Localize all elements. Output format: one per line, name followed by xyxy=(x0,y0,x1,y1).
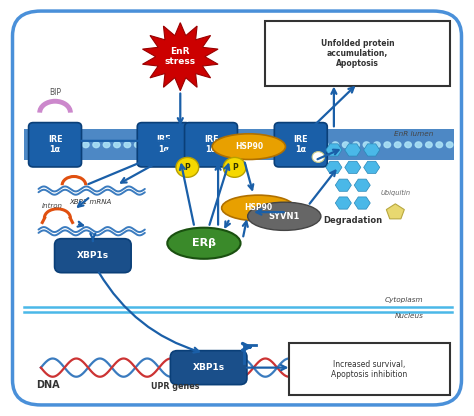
Text: EnR
stress: EnR stress xyxy=(165,47,196,67)
Circle shape xyxy=(384,142,391,148)
Circle shape xyxy=(165,142,172,148)
Circle shape xyxy=(312,151,324,162)
Polygon shape xyxy=(386,204,404,219)
Text: SYVN1: SYVN1 xyxy=(269,212,300,221)
Text: P: P xyxy=(232,163,237,172)
FancyBboxPatch shape xyxy=(137,123,190,167)
Circle shape xyxy=(62,142,68,148)
Polygon shape xyxy=(326,144,342,156)
Text: Ubiquitin: Ubiquitin xyxy=(380,190,410,196)
Text: DNA: DNA xyxy=(36,380,60,390)
FancyBboxPatch shape xyxy=(24,129,455,160)
Ellipse shape xyxy=(222,195,295,221)
Text: UPR genes: UPR genes xyxy=(151,382,200,391)
Polygon shape xyxy=(364,144,380,156)
Circle shape xyxy=(342,142,349,148)
Circle shape xyxy=(228,142,235,148)
FancyBboxPatch shape xyxy=(28,123,82,167)
Text: ERβ: ERβ xyxy=(192,238,216,248)
Polygon shape xyxy=(345,161,361,173)
Text: HSP90: HSP90 xyxy=(235,142,263,151)
Text: XBP1s mRNA: XBP1s mRNA xyxy=(68,239,113,245)
Circle shape xyxy=(249,142,255,148)
Circle shape xyxy=(41,142,47,148)
Text: Increased survival,
Apoptosis inhibition: Increased survival, Apoptosis inhibition xyxy=(331,360,408,379)
Text: EnR lumen: EnR lumen xyxy=(394,131,433,137)
FancyBboxPatch shape xyxy=(265,22,450,86)
Circle shape xyxy=(82,142,89,148)
Polygon shape xyxy=(326,161,342,173)
Circle shape xyxy=(207,142,214,148)
FancyBboxPatch shape xyxy=(170,351,247,385)
Text: Intron: Intron xyxy=(42,203,63,209)
Circle shape xyxy=(321,142,328,148)
Circle shape xyxy=(291,142,297,148)
Circle shape xyxy=(72,142,79,148)
Circle shape xyxy=(238,142,245,148)
Text: HSP90: HSP90 xyxy=(244,203,273,213)
Circle shape xyxy=(30,142,37,148)
Text: BIP: BIP xyxy=(49,88,61,97)
Circle shape xyxy=(301,142,308,148)
Ellipse shape xyxy=(247,202,321,230)
Circle shape xyxy=(436,142,443,148)
Text: XBP1 mRNA: XBP1 mRNA xyxy=(69,199,111,205)
Circle shape xyxy=(51,142,58,148)
Circle shape xyxy=(103,142,110,148)
Circle shape xyxy=(124,142,131,148)
Circle shape xyxy=(135,142,141,148)
Ellipse shape xyxy=(167,228,240,259)
Circle shape xyxy=(176,142,182,148)
Text: Cytoplasm: Cytoplasm xyxy=(385,297,424,303)
FancyBboxPatch shape xyxy=(289,343,450,394)
Polygon shape xyxy=(335,197,351,209)
Text: IRE
1α: IRE 1α xyxy=(293,136,308,154)
Circle shape xyxy=(223,157,246,177)
Polygon shape xyxy=(354,179,370,191)
Circle shape xyxy=(270,142,276,148)
Text: Nucleus: Nucleus xyxy=(395,313,424,319)
Polygon shape xyxy=(335,179,351,191)
Circle shape xyxy=(374,142,380,148)
FancyBboxPatch shape xyxy=(274,123,327,167)
Text: Unfolded protein
accumulation,
Apoptosis: Unfolded protein accumulation, Apoptosis xyxy=(321,39,394,69)
Circle shape xyxy=(176,157,199,177)
Text: XBP1s: XBP1s xyxy=(192,363,225,372)
Polygon shape xyxy=(354,197,370,209)
Circle shape xyxy=(405,142,411,148)
Circle shape xyxy=(280,142,287,148)
Circle shape xyxy=(353,142,359,148)
Circle shape xyxy=(363,142,370,148)
Circle shape xyxy=(259,142,266,148)
Circle shape xyxy=(447,142,453,148)
Polygon shape xyxy=(364,161,380,173)
Text: Degradation: Degradation xyxy=(323,216,383,225)
Polygon shape xyxy=(143,22,218,91)
Text: IRE
1α: IRE 1α xyxy=(48,136,62,154)
Circle shape xyxy=(426,142,432,148)
Text: IRE
1α: IRE 1α xyxy=(204,136,218,154)
Circle shape xyxy=(197,142,203,148)
Circle shape xyxy=(93,142,100,148)
Text: XBP1s: XBP1s xyxy=(77,251,109,260)
Circle shape xyxy=(114,142,120,148)
Circle shape xyxy=(311,142,318,148)
Circle shape xyxy=(218,142,224,148)
Circle shape xyxy=(145,142,152,148)
Ellipse shape xyxy=(212,134,285,159)
Circle shape xyxy=(415,142,422,148)
Circle shape xyxy=(186,142,193,148)
Circle shape xyxy=(155,142,162,148)
Text: P: P xyxy=(184,163,190,172)
FancyBboxPatch shape xyxy=(12,11,462,405)
Circle shape xyxy=(394,142,401,148)
Polygon shape xyxy=(345,144,361,156)
FancyBboxPatch shape xyxy=(55,239,131,272)
FancyBboxPatch shape xyxy=(184,123,237,167)
Circle shape xyxy=(332,142,338,148)
Text: IRE
1α: IRE 1α xyxy=(156,136,171,154)
